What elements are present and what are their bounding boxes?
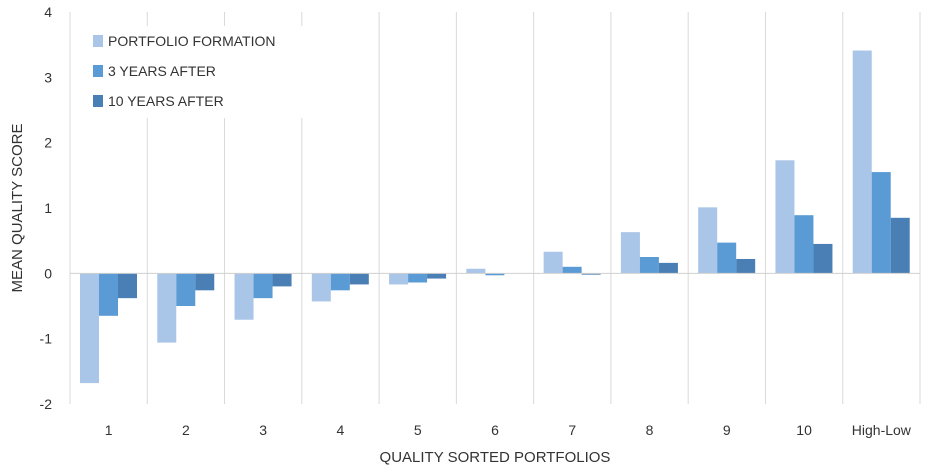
y-axis-ticks: -2 -1 0 1 2 3 4: [40, 4, 53, 412]
legend-swatch: [93, 35, 103, 47]
bar-2-1: [99, 273, 118, 316]
bar-1-8: [620, 232, 640, 274]
bar-1-6: [466, 268, 486, 274]
x-tick-label: 6: [491, 422, 499, 438]
bar-2-6: [485, 273, 505, 276]
x-tick-label: 2: [182, 422, 190, 438]
bar-3-8: [658, 262, 678, 274]
bar-3-4: [349, 273, 369, 285]
legend-swatch: [93, 65, 103, 77]
x-tick-label: 3: [259, 422, 267, 438]
bar-3-3: [272, 273, 292, 287]
bar-2-3: [253, 273, 273, 299]
legend-label: 10 YEARS AFTER: [108, 93, 224, 109]
bar-1-7: [543, 251, 563, 274]
bar-2-high-low: [871, 172, 891, 274]
bar-1-1: [80, 273, 99, 384]
x-tick-label: 5: [414, 422, 422, 438]
bar-3-9: [736, 258, 756, 274]
y-tick-label: 0: [44, 265, 52, 281]
bar-2-8: [639, 257, 659, 274]
bar-1-9: [698, 207, 718, 274]
bar-3-5: [427, 273, 447, 279]
bar-2-9: [717, 242, 737, 274]
bar-1-5: [389, 273, 409, 285]
bar-2-4: [330, 273, 350, 291]
x-tick-label: 1: [105, 422, 113, 438]
bar-3-7: [581, 273, 601, 275]
x-tick-label: 7: [568, 422, 576, 438]
bar-2-2: [176, 273, 196, 306]
bar-2-5: [408, 273, 428, 283]
y-tick-label: 1: [44, 200, 52, 216]
legend-label: 3 YEARS AFTER: [108, 63, 216, 79]
bar-2-7: [562, 266, 582, 274]
bar-1-4: [311, 273, 331, 302]
x-tick-label: 9: [723, 422, 731, 438]
y-tick-label: -2: [40, 396, 53, 412]
legend-background: [84, 26, 314, 118]
bar-1-3: [234, 273, 254, 320]
bar-1-2: [157, 273, 177, 343]
bar-2-10: [794, 215, 814, 274]
bar-3-high-low: [890, 217, 910, 274]
y-tick-label: 4: [44, 4, 52, 20]
bars: [80, 50, 910, 384]
bar-3-1: [118, 273, 137, 299]
y-tick-label: -1: [40, 331, 53, 347]
y-tick-label: 3: [44, 69, 52, 85]
x-tick-label: High-Low: [852, 422, 912, 438]
y-axis-title: MEAN QUALITY SCORE: [9, 124, 26, 293]
y-tick-label: 2: [44, 135, 52, 151]
x-tick-label: 10: [796, 422, 812, 438]
x-tick-label: 8: [646, 422, 654, 438]
bar-3-2: [195, 273, 215, 291]
bar-1-10: [775, 160, 795, 274]
x-tick-label: 4: [337, 422, 345, 438]
legend: PORTFOLIO FORMATION 3 YEARS AFTER 10 YEARS…: [84, 26, 314, 118]
bar-3-10: [813, 243, 833, 274]
legend-swatch: [93, 95, 103, 107]
bar-1-high-low: [852, 50, 872, 274]
x-axis-title: QUALITY SORTED PORTFOLIOS: [380, 449, 611, 466]
legend-label: PORTFOLIO FORMATION: [108, 33, 276, 49]
x-axis-ticks: 1 2 3 4 5 6 7 8 9 10 High-Low: [105, 422, 912, 438]
